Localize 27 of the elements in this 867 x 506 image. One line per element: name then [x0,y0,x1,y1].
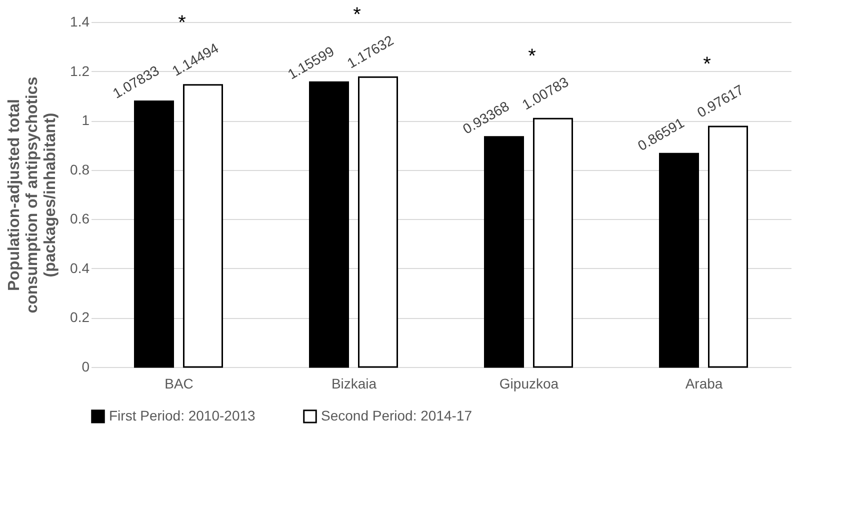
y-tick-label: 0.8 [70,161,90,178]
bar [708,126,748,368]
y-tick-label: 1.4 [70,14,90,30]
bar [659,152,699,368]
y-tick-label: 0.4 [70,260,90,276]
annotation: * [703,53,712,76]
x-tick-label: BAC [164,376,194,392]
y-tick-label: 0.6 [70,210,90,227]
legend-label: First Period: 2010-2013 [109,407,256,424]
y-tick-label: 1 [82,112,90,128]
y-tick-label: 0.2 [70,309,90,326]
bar [183,84,223,368]
bar [533,118,573,368]
x-tick-label: Araba [685,376,723,392]
y-tick-label: 1.2 [70,62,90,79]
legend-label: Second Period: 2014-17 [321,407,472,424]
x-tick-label: Bizkaia [331,376,377,392]
y-axis-title: Population-adjusted total consumption of antipsychotics (packages/inhabitant) [6,76,60,314]
annotation: * [178,12,186,34]
bar [134,100,174,368]
bar [484,136,524,368]
bar [358,76,398,368]
annotation: * [528,46,536,68]
x-tick-label: Gipuzkoa [499,376,559,392]
y-tick-label: 0 [82,358,90,374]
annotation: * [353,4,362,26]
bar [309,81,349,368]
